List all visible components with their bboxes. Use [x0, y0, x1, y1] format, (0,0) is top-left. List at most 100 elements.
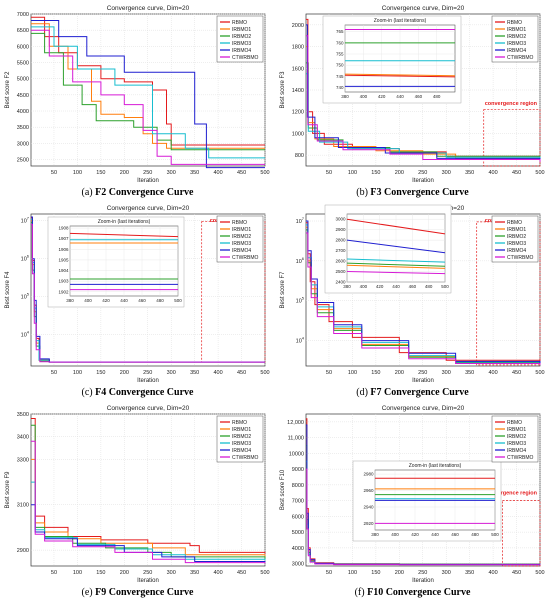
legend-label-ctwrbmo: CTWRBMO: [507, 55, 533, 61]
chart-title: Convergence curve, Dim=20: [382, 5, 465, 12]
series-line-ctwrbmo: [31, 29, 265, 165]
x-tick-label: 400: [214, 570, 223, 576]
inset-x-tick-label: 420: [102, 298, 110, 303]
inset-line-irbmo1: [346, 264, 446, 269]
x-tick-label: 50: [326, 570, 332, 576]
legend-label-irbmo1: IRBMO1: [507, 427, 526, 433]
x-tick-label: 500: [260, 370, 269, 376]
x-axis-label: Iteration: [412, 378, 434, 384]
x-tick-label: 150: [96, 370, 105, 376]
legend-box: [491, 215, 539, 263]
series-line-irbmo3: [31, 481, 266, 561]
x-axis-label: Iteration: [412, 578, 434, 584]
chart-panel-f7: 50 100 150 200 250 300 350 400 450 500 104 105 106 10…: [275, 200, 550, 400]
x-axis-label: Iteration: [137, 578, 159, 584]
legend-label-irbmo2: IRBMO2: [232, 234, 251, 240]
caption-text: F2 Convergence Curve: [95, 187, 194, 198]
legend-label-irbmo4: IRBMO4: [232, 48, 251, 54]
y-axis-label: Best score F4: [5, 271, 11, 309]
x-tick-label: 300: [167, 370, 176, 376]
inset-line-rbmo: [344, 74, 456, 78]
x-tick-label: 450: [237, 370, 246, 376]
legend-label-irbmo1: IRBMO1: [507, 227, 526, 233]
inset-line-irbmo1: [344, 73, 456, 77]
y-tick-label: 6500: [17, 28, 29, 34]
legend-label-irbmo3: IRBMO3: [507, 41, 526, 47]
y-tick-label: 2900: [17, 548, 29, 554]
chart-panel-f10: 50 100 150 200 250 300 350 400 450 500 3000 4000 500…: [275, 400, 550, 600]
y-tick-label: 11,000: [288, 436, 304, 442]
y-tick-label: 1000: [292, 131, 304, 137]
y-tick-label: 10000: [289, 451, 304, 457]
chart-f10: 50 100 150 200 250 300 350 400 450 500 3000 4000 500…: [280, 405, 545, 584]
y-tick-label: 106: [21, 254, 30, 263]
inset-x-tick-label: 460: [451, 532, 459, 537]
legend-label-irbmo1: IRBMO1: [507, 27, 526, 33]
legend-label-irbmo1: IRBMO1: [232, 427, 251, 433]
chart-panel-f2: 50 100 150 200 250 300 350 400 450 500 2500 3000 350…: [0, 0, 275, 200]
chart-title: Convergence curve, Dim=20: [382, 405, 465, 412]
legend-box: [216, 415, 264, 463]
y-tick-label: 1600: [292, 66, 304, 72]
x-tick-label: 350: [465, 570, 474, 576]
y-axis-label: Best score F3: [280, 71, 286, 109]
x-tick-label: 500: [260, 570, 269, 576]
y-tick-label: 6000: [17, 44, 29, 50]
x-tick-label: 100: [348, 170, 357, 176]
x-tick-label: 500: [535, 370, 544, 376]
y-axis-label: Best score F7: [280, 271, 286, 309]
inset-x-tick-label: 460: [138, 298, 146, 303]
inset-y-tick-label: 2940: [363, 504, 374, 509]
inset-y-tick-label: 1904: [58, 268, 69, 273]
convergence-region-box: [483, 109, 541, 167]
legend-label-irbmo2: IRBMO2: [507, 34, 526, 40]
x-axis-label: Iteration: [137, 378, 159, 384]
x-tick-label: 250: [418, 370, 427, 376]
series-line-irbmo3: [306, 73, 541, 160]
y-tick-label: 3500: [17, 412, 29, 418]
series-line-irbmo1: [31, 458, 266, 557]
inset-y-tick-label: 3000: [335, 217, 346, 222]
inset-x-tick-label: 480: [471, 532, 479, 537]
y-tick-label: 6000: [292, 514, 304, 520]
legend-label-irbmo4: IRBMO4: [507, 448, 526, 454]
y-tick-label: 2000: [292, 23, 304, 29]
chart-panel-f3: 50 100 150 200 250 300 350 400 450 500 800 1000 1200…: [275, 0, 550, 200]
inset-y-tick-label: 2900: [335, 227, 346, 232]
caption-f2: (a) F2 Convergence Curve: [0, 187, 275, 198]
inset-line-irbmo2: [346, 262, 446, 267]
inset-line-rbmo: [69, 232, 179, 238]
x-tick-label: 350: [465, 170, 474, 176]
y-tick-label: 3300: [17, 457, 29, 463]
inset-x-tick-label: 500: [174, 298, 182, 303]
x-tick-label: 300: [442, 370, 451, 376]
x-tick-label: 50: [51, 570, 57, 576]
inset-y-tick-label: 1907: [58, 236, 69, 241]
inset-line-irbmo3: [346, 258, 446, 263]
inset-y-tick-label: 2800: [335, 238, 346, 243]
x-tick-label: 50: [326, 370, 332, 376]
y-tick-label: 1200: [292, 110, 304, 116]
inset-y-tick-label: 750: [336, 63, 344, 68]
inset-y-tick-label: 1903: [58, 279, 69, 284]
series-line-ctwrbmo: [31, 440, 266, 564]
caption-f7: (d) F7 Convergence Curve: [275, 387, 550, 398]
inset-x-tick-label: 400: [360, 94, 368, 99]
legend-label-irbmo4: IRBMO4: [232, 448, 251, 454]
legend-label-rbmo: RBMO: [232, 420, 247, 426]
y-tick-label: 9000: [292, 467, 304, 473]
x-tick-label: 200: [120, 370, 129, 376]
x-tick-label: 450: [512, 370, 521, 376]
caption-text: F4 Convergence Curve: [95, 387, 194, 398]
inset-y-tick-label: 2600: [335, 259, 346, 264]
legend-label-irbmo4: IRBMO4: [507, 248, 526, 254]
x-tick-label: 250: [418, 170, 427, 176]
legend-label-irbmo1: IRBMO1: [232, 227, 251, 233]
x-tick-label: 100: [348, 370, 357, 376]
x-tick-label: 400: [489, 370, 498, 376]
y-tick-exponent: 5: [27, 292, 30, 297]
series-line-rbmo: [31, 16, 265, 146]
y-tick-label: 104: [21, 330, 30, 339]
x-tick-label: 100: [73, 170, 82, 176]
series-line-irbmo3: [31, 26, 265, 159]
